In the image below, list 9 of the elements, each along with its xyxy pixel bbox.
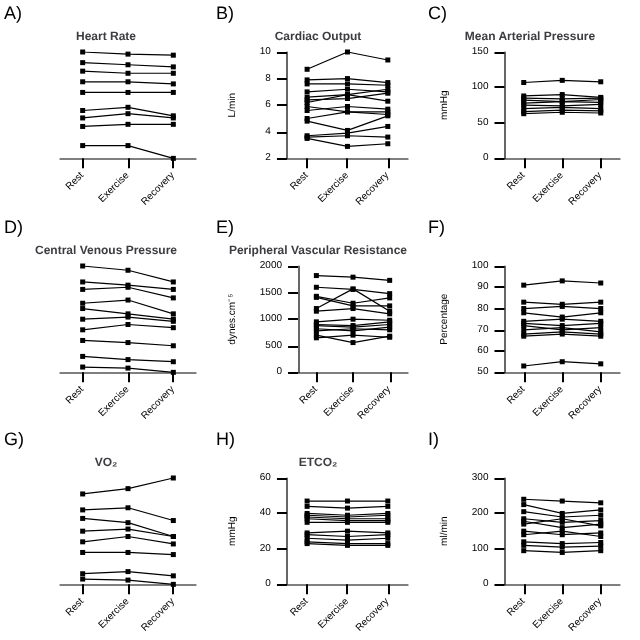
text: A) bbox=[4, 3, 23, 23]
text: F) bbox=[428, 216, 445, 237]
text: C) bbox=[428, 3, 447, 23]
text: E) bbox=[216, 216, 235, 237]
text: G) bbox=[4, 429, 24, 450]
text: B) bbox=[216, 3, 235, 23]
text: H) bbox=[216, 429, 235, 450]
text: I) bbox=[428, 429, 439, 450]
text: D) bbox=[4, 216, 23, 237]
